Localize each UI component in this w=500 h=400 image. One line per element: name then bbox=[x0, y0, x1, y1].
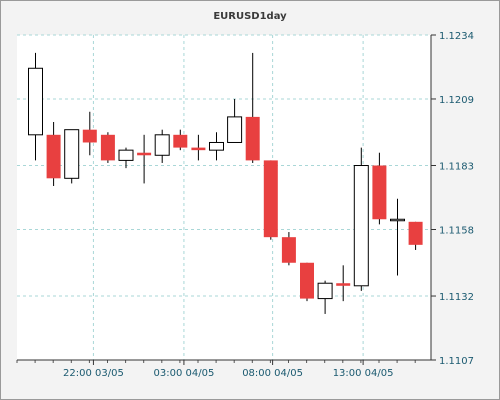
candle-body bbox=[118, 149, 134, 161]
candle-bullish bbox=[118, 147, 134, 169]
candle-body bbox=[46, 134, 61, 179]
y-tick-label: 1.1132 bbox=[439, 292, 474, 303]
candle-bullish bbox=[353, 147, 369, 291]
candle-bearish bbox=[408, 221, 423, 250]
candle-body bbox=[300, 262, 314, 299]
candle-bearish bbox=[336, 265, 351, 302]
candle-bullish bbox=[317, 280, 333, 314]
y-tick-label: 1.1209 bbox=[439, 95, 474, 106]
candle-body bbox=[227, 116, 243, 143]
x-tick-label: 22:00 03/05 bbox=[63, 368, 124, 379]
candle-body bbox=[390, 218, 405, 222]
candle-bearish bbox=[100, 132, 115, 163]
candle-body bbox=[154, 134, 170, 156]
candle-body bbox=[209, 141, 224, 151]
candle-body bbox=[100, 134, 115, 161]
candle-body bbox=[263, 160, 278, 238]
y-tick-label: 1.1107 bbox=[439, 356, 474, 367]
candle-bullish bbox=[28, 52, 43, 161]
candles bbox=[28, 52, 423, 314]
candle-bearish bbox=[245, 52, 260, 163]
candle-body bbox=[336, 283, 351, 286]
chart-axes bbox=[16, 34, 436, 365]
candle-bearish bbox=[191, 134, 206, 161]
candle-bullish bbox=[64, 129, 80, 184]
candle-body bbox=[137, 152, 152, 156]
candle-bullish bbox=[227, 98, 243, 143]
candle-bearish bbox=[372, 152, 387, 225]
candle-body bbox=[245, 116, 260, 161]
candle-body bbox=[281, 237, 296, 263]
y-tick-label: 1.1183 bbox=[439, 162, 474, 173]
candle-bearish bbox=[263, 160, 278, 240]
candle-body bbox=[28, 67, 43, 136]
candle-body bbox=[191, 147, 206, 151]
plot-area bbox=[17, 35, 431, 360]
tick-labels: 1.1107 1.1132 1.1158 1.1183 1.1209 1.1234 22:0… bbox=[63, 31, 474, 379]
candle-bearish bbox=[137, 134, 152, 184]
chart-title: EURUSD1day bbox=[213, 11, 287, 22]
candle-bullish bbox=[209, 132, 224, 161]
x-tick-label: 13:00 04/05 bbox=[333, 368, 394, 379]
candle-body bbox=[173, 134, 188, 148]
y-tick-label: 1.1158 bbox=[439, 225, 474, 236]
candle-body bbox=[82, 129, 97, 143]
y-tick-label: 1.1234 bbox=[439, 31, 474, 42]
x-tick-label: 08:00 04/05 bbox=[242, 368, 303, 379]
candle-bearish bbox=[82, 111, 97, 156]
candle-body bbox=[353, 165, 369, 287]
candle-body bbox=[372, 165, 387, 220]
candle-bearish bbox=[281, 232, 296, 266]
candle-bullish bbox=[390, 198, 405, 276]
candle-body bbox=[317, 282, 333, 300]
candle-body bbox=[64, 129, 80, 179]
grid-lines bbox=[17, 34, 431, 361]
candle-bullish bbox=[154, 129, 170, 163]
candle-bearish bbox=[300, 262, 314, 302]
candle-body bbox=[408, 221, 423, 245]
x-tick-label: 03:00 04/05 bbox=[154, 368, 215, 379]
candle-bearish bbox=[173, 129, 188, 151]
candle-bearish bbox=[46, 122, 61, 186]
